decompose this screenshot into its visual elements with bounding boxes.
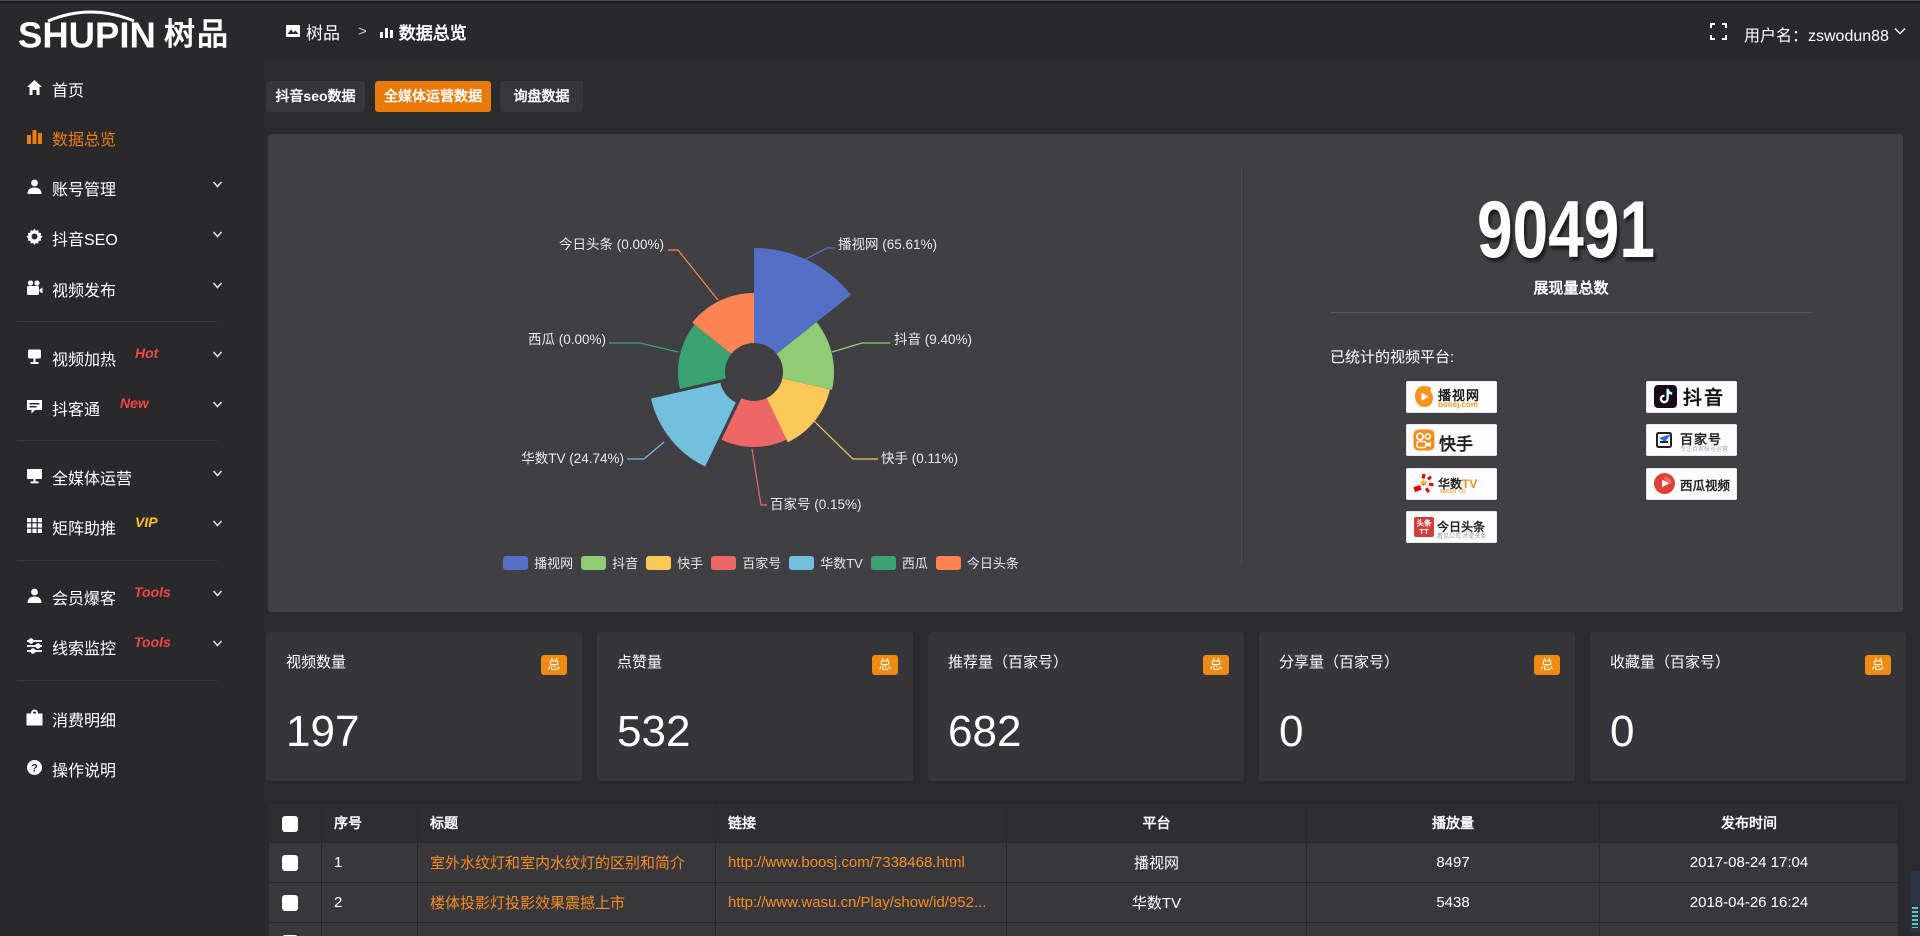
svg-text:快手 (0.11%): 快手 (0.11%) — [881, 451, 958, 466]
svg-text:今日头条 (0.00%): 今日头条 (0.00%) — [559, 236, 664, 252]
svg-text:播视网 (65.61%): 播视网 (65.61%) — [838, 237, 937, 252]
svg-text:TT: TT — [1419, 527, 1429, 536]
svg-text:西瓜 (0.00%): 西瓜 (0.00%) — [528, 332, 606, 347]
svg-text:华数TV (24.74%): 华数TV (24.74%) — [521, 451, 624, 466]
svg-text:头条: 头条 — [1417, 518, 1433, 528]
svg-text:百家号 (0.15%): 百家号 (0.15%) — [770, 496, 862, 512]
svg-text:抖音 (9.40%): 抖音 (9.40%) — [894, 331, 972, 347]
svg-text:?: ? — [31, 763, 38, 775]
